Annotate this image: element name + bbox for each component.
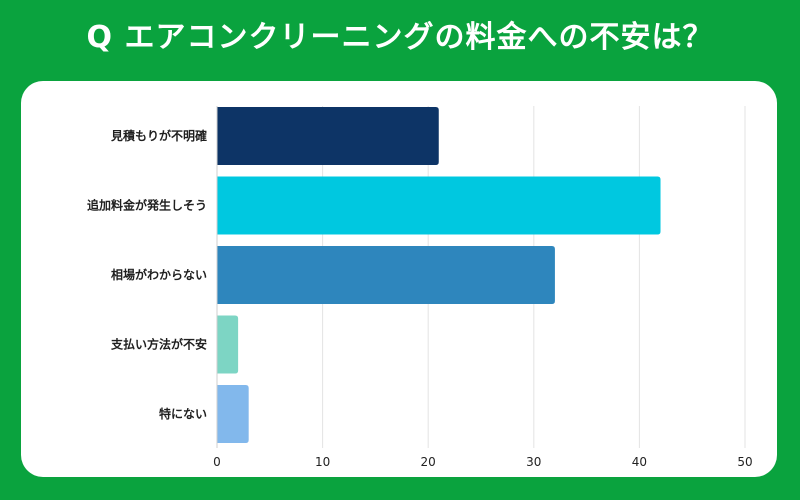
x-tick-labels: 0 10 20 30 40 50 [213, 455, 752, 469]
x-tick-label: 20 [421, 455, 436, 469]
x-tick-label: 50 [737, 455, 752, 469]
category-label: 特にない [159, 406, 207, 421]
bar [217, 315, 239, 374]
bar [217, 107, 439, 165]
bar [217, 385, 249, 443]
x-tick-label: 40 [632, 455, 647, 469]
bar [217, 176, 661, 235]
bar [217, 246, 555, 304]
category-label: 追加料金が発生しそう [87, 198, 207, 213]
x-tick-label: 30 [526, 455, 541, 469]
page-title: Q エアコンクリーニングの料金への不安は？ [86, 20, 714, 55]
category-label: 見積もりが不明確 [110, 128, 207, 143]
x-tick-label: 10 [315, 455, 330, 469]
category-label: 支払い方法が不安 [110, 337, 207, 352]
category-label: 相場がわからない [111, 267, 207, 282]
x-tick-label: 0 [213, 455, 221, 469]
bars [217, 107, 661, 443]
